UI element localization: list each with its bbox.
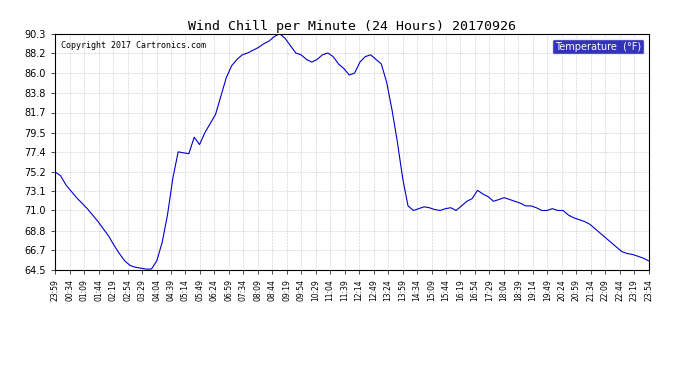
Legend: Temperature  (°F): Temperature (°F) <box>552 39 644 54</box>
Text: Copyright 2017 Cartronics.com: Copyright 2017 Cartronics.com <box>61 41 206 50</box>
Title: Wind Chill per Minute (24 Hours) 20170926: Wind Chill per Minute (24 Hours) 2017092… <box>188 20 516 33</box>
